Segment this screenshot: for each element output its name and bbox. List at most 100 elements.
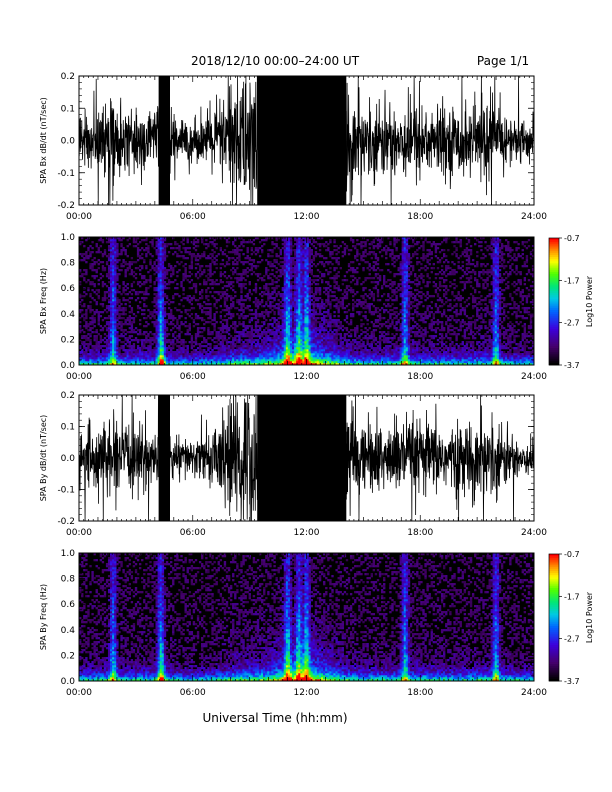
spectrogram-cell — [120, 293, 122, 295]
spectrogram-cell — [96, 347, 98, 349]
spectrogram-cell — [224, 351, 226, 353]
spectrogram-cell — [286, 357, 288, 359]
spectrogram-cell — [263, 339, 265, 341]
spectrogram-cell — [284, 303, 286, 305]
spectrogram-cell — [91, 321, 93, 323]
spectrogram-cell — [178, 263, 180, 265]
spectrogram-cell — [127, 331, 129, 333]
spectrogram-cell — [85, 253, 87, 255]
spectrogram-cell — [197, 315, 199, 317]
spectrogram-cell — [321, 273, 323, 275]
spectrogram-cell — [232, 315, 234, 317]
spectrogram-cell — [114, 345, 116, 347]
spectrogram-cell — [226, 321, 228, 323]
spectrogram-cell — [290, 305, 292, 307]
spectrogram-cell — [317, 305, 319, 307]
spectrogram-cell — [211, 339, 213, 341]
spectrogram-cell — [294, 275, 296, 277]
spectrogram-cell — [110, 321, 112, 323]
spectrogram-cell — [91, 357, 93, 359]
spectrogram-cell — [164, 243, 166, 245]
spectrogram-cell — [319, 253, 321, 255]
spectrogram-cell — [294, 315, 296, 317]
spectrogram-cell — [236, 331, 238, 333]
spectrogram-cell — [226, 327, 228, 329]
spectrogram-cell — [224, 305, 226, 307]
spectrogram-cell — [323, 341, 325, 343]
spectrogram-cell — [96, 245, 98, 247]
spectrogram-cell — [329, 285, 331, 287]
spectrogram-cell — [118, 327, 120, 329]
spectrogram-cell — [125, 299, 127, 301]
spectrogram-cell — [300, 245, 302, 247]
spectrogram-cell — [234, 357, 236, 359]
spectrogram-cell — [193, 255, 195, 257]
spectrogram-cell — [170, 313, 172, 315]
spectrogram-cell — [207, 353, 209, 355]
spectrogram-cell — [93, 337, 95, 339]
spectrogram-cell — [125, 261, 127, 263]
spectrogram-cell — [275, 343, 277, 345]
spectrogram-cell — [199, 293, 201, 295]
spectrogram-cell — [228, 275, 230, 277]
spectrogram-cell — [259, 357, 261, 359]
spectrogram-cell — [242, 331, 244, 333]
spectrogram-cell — [304, 267, 306, 269]
spectrogram-cell — [304, 349, 306, 351]
spectrogram-cell — [327, 291, 329, 293]
spectrogram-cell — [230, 357, 232, 359]
spectrogram-cell — [331, 339, 333, 341]
spectrogram-cell — [172, 353, 174, 355]
spectrogram-cell — [302, 293, 304, 295]
spectrogram-cell — [327, 353, 329, 355]
spectrogram-cell — [298, 281, 300, 283]
spectrogram-cell — [238, 277, 240, 279]
spectrogram-cell — [182, 339, 184, 341]
spectrogram-cell — [321, 255, 323, 257]
spectrogram-cell — [280, 257, 282, 259]
spectrogram-cell — [338, 315, 340, 317]
spectrogram-cell — [156, 279, 158, 281]
spectrogram-cell — [112, 269, 114, 271]
spectrogram-cell — [224, 355, 226, 357]
spectrogram-cell — [329, 271, 331, 273]
spectrogram-cell — [129, 359, 131, 361]
spectrogram-cell — [255, 349, 257, 351]
spectrogram-cell — [201, 353, 203, 355]
spectrogram-cell — [137, 351, 139, 353]
spectrogram-cell — [284, 353, 286, 355]
spectrogram-cell — [319, 291, 321, 293]
spectrogram-cell — [110, 277, 112, 279]
spectrogram-cell — [141, 345, 143, 347]
spectrogram-cell — [106, 343, 108, 345]
spectrogram-cell — [255, 297, 257, 299]
spectrogram-cell — [230, 349, 232, 351]
spectrogram-cell — [162, 325, 164, 327]
spectrogram-cell — [288, 319, 290, 321]
spectrogram-cell — [249, 291, 251, 293]
spectrogram-cell — [333, 345, 335, 347]
page-number: Page 1/1 — [477, 54, 529, 68]
spectrogram-cell — [309, 335, 311, 337]
spectrogram-cell — [176, 359, 178, 361]
spectrogram-cell — [182, 341, 184, 343]
spectrogram-cell — [182, 273, 184, 275]
spectrogram-cell — [313, 331, 315, 333]
spectrogram-cell — [257, 265, 259, 267]
spectrogram-cell — [166, 277, 168, 279]
spectrogram-cell — [122, 361, 124, 363]
spectrogram-cell — [269, 357, 271, 359]
spectrogram-cell — [162, 303, 164, 305]
spectrogram-cell — [110, 289, 112, 291]
spectrogram-cell — [240, 361, 242, 363]
spectrogram-cell — [222, 273, 224, 275]
spectrogram-cell — [286, 299, 288, 301]
spectrogram-cell — [160, 337, 162, 339]
spectrogram-cell — [304, 347, 306, 349]
spectrogram-cell — [193, 241, 195, 243]
spectrogram-cell — [106, 291, 108, 293]
spectrogram-cell — [89, 295, 91, 297]
spectrogram-cell — [156, 343, 158, 345]
spectrogram-cell — [145, 293, 147, 295]
spectrogram-cell — [296, 253, 298, 255]
